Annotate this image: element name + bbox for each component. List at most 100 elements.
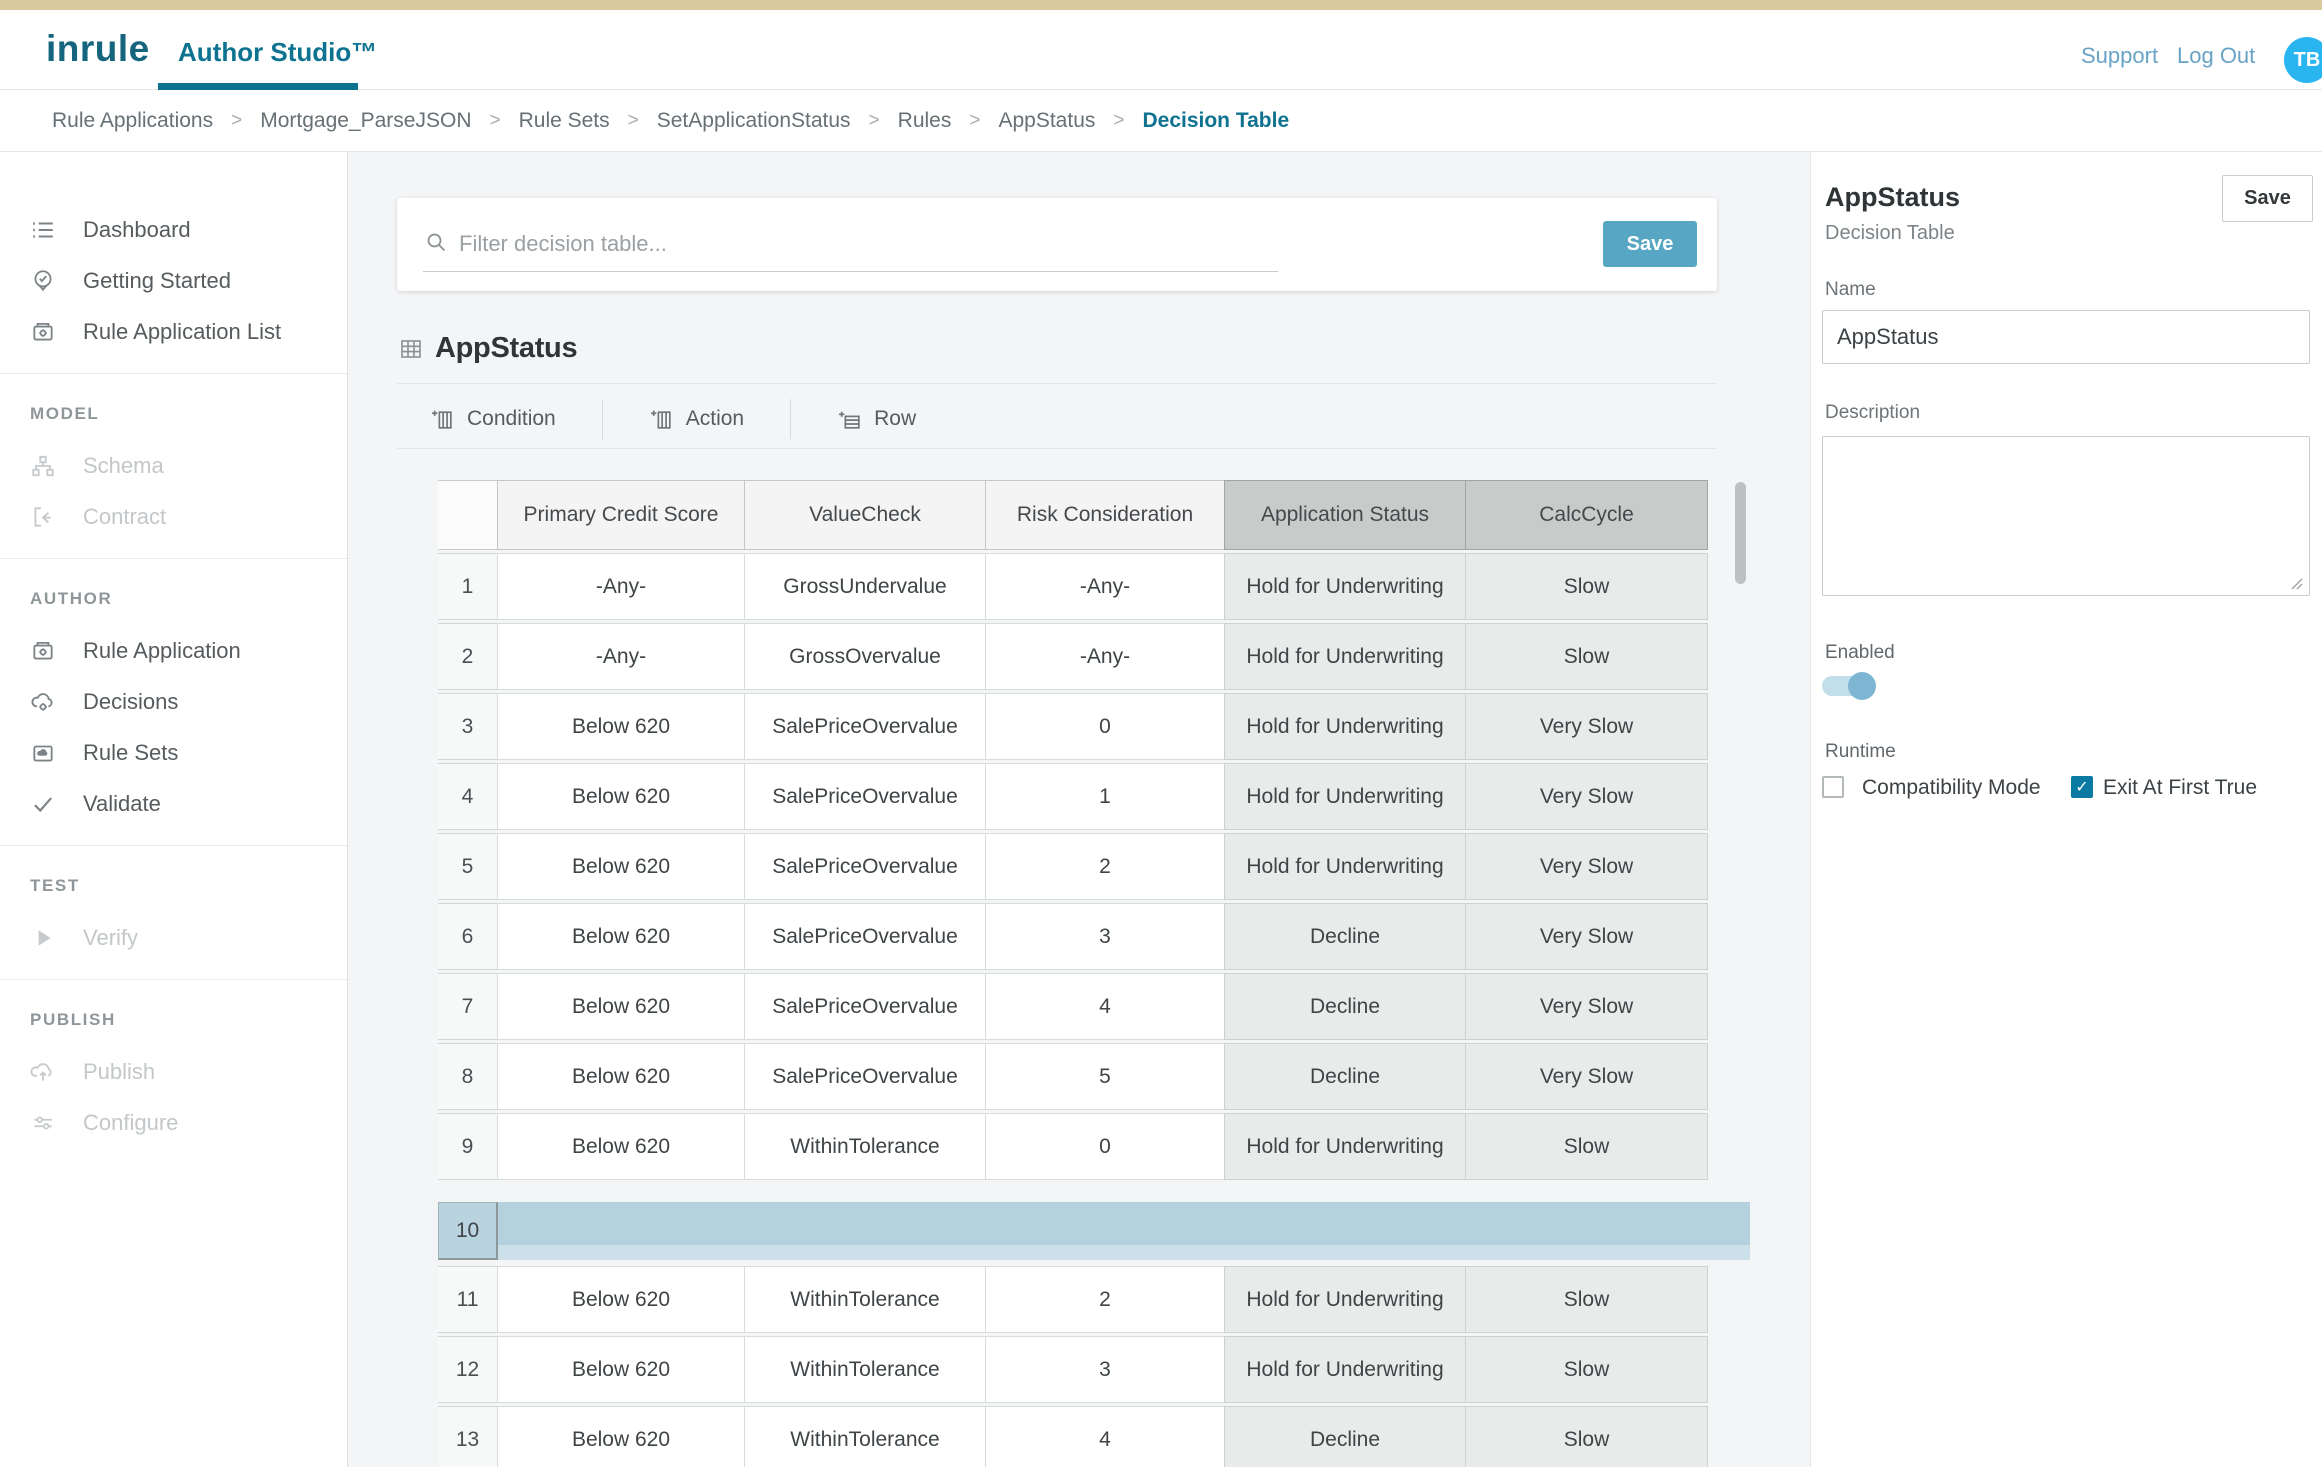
panel-save-button[interactable]: Save [2222, 175, 2313, 222]
column-header-calccycle[interactable]: CalcCycle [1465, 480, 1708, 550]
table-cell[interactable]: Decline [1224, 973, 1466, 1040]
table-cell[interactable]: Decline [1224, 1043, 1466, 1110]
table-cell[interactable]: Very Slow [1465, 1043, 1708, 1110]
table-cell[interactable]: Below 620 [497, 1113, 745, 1180]
table-cell[interactable]: Hold for Underwriting [1224, 693, 1466, 760]
table-cell[interactable]: Below 620 [497, 1266, 745, 1333]
table-cell[interactable]: 4 [985, 1406, 1225, 1467]
table-cell[interactable]: WithinTolerance [744, 1113, 986, 1180]
table-cell[interactable]: Hold for Underwriting [1224, 763, 1466, 830]
table-cell[interactable]: 2 [985, 1266, 1225, 1333]
row-number-cell[interactable]: 4 [438, 763, 498, 830]
table-cell[interactable]: WithinTolerance [744, 1336, 986, 1403]
logout-link[interactable]: Log Out [2177, 43, 2256, 68]
table-cell[interactable]: -Any- [985, 623, 1225, 690]
breadcrumb-item[interactable]: Rule Sets [518, 108, 610, 132]
name-field[interactable] [1822, 310, 2310, 364]
row-number-cell[interactable]: 1 [438, 553, 498, 620]
description-field[interactable] [1822, 436, 2310, 596]
sidebar-item-decisions[interactable]: Decisions [0, 676, 347, 727]
table-cell[interactable]: SalePriceOvervalue [744, 973, 986, 1040]
sidebar-item-rule-sets[interactable]: Rule Sets [0, 727, 347, 778]
table-cell[interactable]: Decline [1224, 1406, 1466, 1467]
table-cell[interactable]: 3 [985, 1336, 1225, 1403]
column-header-primary-credit-score[interactable]: Primary Credit Score [497, 480, 745, 550]
table-cell[interactable]: Hold for Underwriting [1224, 1336, 1466, 1403]
add-row-button[interactable]: Row [833, 407, 920, 432]
breadcrumb-item[interactable]: AppStatus [998, 108, 1096, 132]
table-cell[interactable]: Below 620 [497, 833, 745, 900]
breadcrumb-item[interactable]: Mortgage_ParseJSON [260, 108, 472, 132]
table-cell[interactable]: Below 620 [497, 763, 745, 830]
sidebar-item-rule-application-list[interactable]: Rule Application List [0, 306, 347, 357]
tab-author-studio[interactable]: Author Studio™ [178, 37, 378, 67]
table-cell[interactable]: Slow [1465, 1266, 1708, 1333]
row-number-cell[interactable]: 2 [438, 623, 498, 690]
table-cell[interactable]: Below 620 [497, 693, 745, 760]
table-cell[interactable]: -Any- [985, 553, 1225, 620]
avatar[interactable]: TB [2284, 37, 2322, 83]
table-cell[interactable]: 2 [985, 833, 1225, 900]
table-cell[interactable]: Very Slow [1465, 973, 1708, 1040]
table-cell[interactable]: 0 [985, 693, 1225, 760]
table-cell[interactable]: Below 620 [497, 903, 745, 970]
table-scrollbar[interactable] [1735, 482, 1746, 584]
table-cell[interactable]: 0 [985, 1113, 1225, 1180]
support-link[interactable]: Support [2081, 43, 2159, 68]
row-number-cell[interactable]: 11 [438, 1266, 498, 1333]
column-header-valuecheck[interactable]: ValueCheck [744, 480, 986, 550]
row-number-cell[interactable]: 8 [438, 1043, 498, 1110]
sidebar-item-rule-application[interactable]: Rule Application [0, 625, 347, 676]
filter-input[interactable] [423, 216, 1278, 272]
table-cell[interactable]: SalePriceOvervalue [744, 833, 986, 900]
table-cell[interactable]: SalePriceOvervalue [744, 693, 986, 760]
table-cell[interactable]: Hold for Underwriting [1224, 1113, 1466, 1180]
table-cell[interactable]: Slow [1465, 1406, 1708, 1467]
row-number-cell[interactable]: 3 [438, 693, 498, 760]
row-number-cell[interactable]: 10 [438, 1202, 498, 1260]
table-cell[interactable]: Very Slow [1465, 833, 1708, 900]
table-cell[interactable]: Below 620 [497, 973, 745, 1040]
table-cell[interactable]: Very Slow [1465, 763, 1708, 830]
table-cell[interactable]: Hold for Underwriting [1224, 623, 1466, 690]
table-cell[interactable]: WithinTolerance [744, 1406, 986, 1467]
table-cell[interactable]: WithinTolerance [744, 1266, 986, 1333]
table-cell[interactable]: 5 [985, 1043, 1225, 1110]
column-header-risk-consideration[interactable]: Risk Consideration [985, 480, 1225, 550]
sidebar-item-validate[interactable]: Validate [0, 778, 347, 829]
row-number-cell[interactable]: 9 [438, 1113, 498, 1180]
table-cell[interactable]: SalePriceOvervalue [744, 903, 986, 970]
row-number-cell[interactable]: 6 [438, 903, 498, 970]
inrule-logo[interactable]: inrule [46, 28, 150, 69]
table-cell[interactable]: 4 [985, 973, 1225, 1040]
table-cell[interactable]: Hold for Underwriting [1224, 833, 1466, 900]
row-number-cell[interactable]: 7 [438, 973, 498, 1040]
table-cell[interactable]: Below 620 [497, 1406, 745, 1467]
table-row-selected[interactable]: 10 [438, 1202, 1774, 1260]
enabled-toggle[interactable] [1822, 672, 1876, 700]
table-cell[interactable]: GrossUndervalue [744, 553, 986, 620]
table-cell[interactable]: Slow [1465, 553, 1708, 620]
breadcrumb-item[interactable]: Rules [897, 108, 952, 132]
table-cell[interactable]: Below 620 [497, 1336, 745, 1403]
table-cell[interactable]: Decline [1224, 903, 1466, 970]
selected-row-drag-area[interactable] [498, 1202, 1750, 1260]
add-condition-button[interactable]: Condition [426, 407, 560, 432]
table-cell[interactable]: -Any- [497, 623, 745, 690]
table-cell[interactable]: Very Slow [1465, 903, 1708, 970]
table-cell[interactable]: Hold for Underwriting [1224, 1266, 1466, 1333]
table-cell[interactable]: GrossOvervalue [744, 623, 986, 690]
row-number-cell[interactable]: 5 [438, 833, 498, 900]
save-button[interactable]: Save [1603, 221, 1697, 267]
table-cell[interactable]: Slow [1465, 1336, 1708, 1403]
row-number-cell[interactable]: 12 [438, 1336, 498, 1403]
sidebar-item-getting-started[interactable]: Getting Started [0, 255, 347, 306]
table-cell[interactable]: Very Slow [1465, 693, 1708, 760]
table-cell[interactable]: 1 [985, 763, 1225, 830]
table-cell[interactable]: Slow [1465, 623, 1708, 690]
checkbox-compatibility-mode[interactable] [1822, 776, 1844, 798]
table-cell[interactable]: Hold for Underwriting [1224, 553, 1466, 620]
table-cell[interactable]: SalePriceOvervalue [744, 763, 986, 830]
table-cell[interactable]: SalePriceOvervalue [744, 1043, 986, 1110]
table-cell[interactable]: Below 620 [497, 1043, 745, 1110]
